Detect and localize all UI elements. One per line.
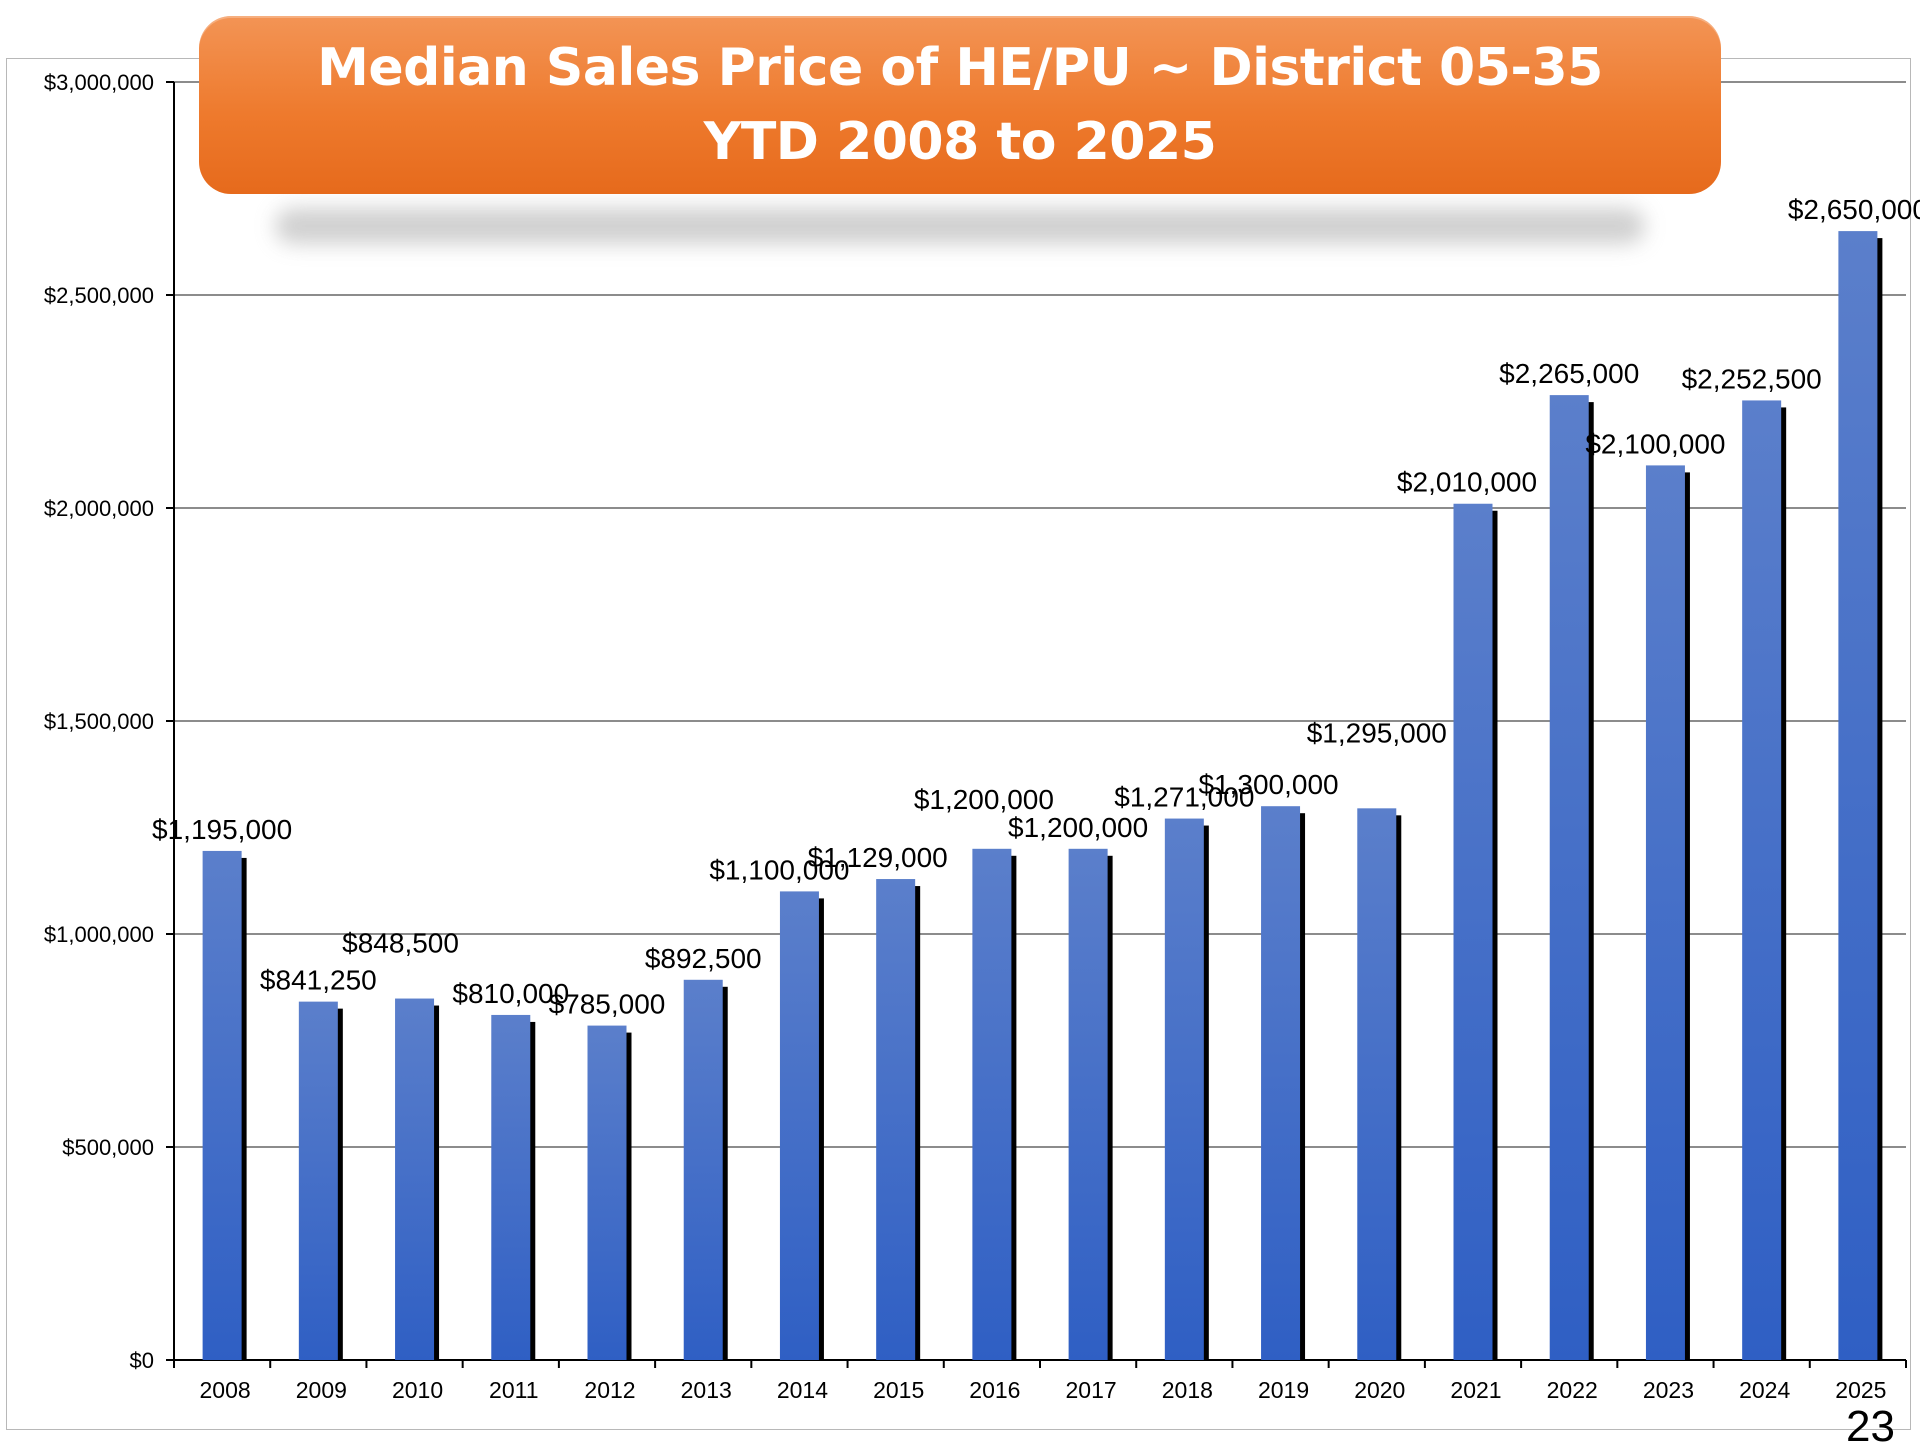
axes bbox=[166, 81, 1907, 1368]
y-tick-label: $1,500,000 bbox=[44, 709, 154, 734]
bar bbox=[1453, 503, 1493, 1360]
y-tick-label: $2,000,000 bbox=[44, 496, 154, 521]
bar bbox=[972, 848, 1012, 1360]
title-banner: Median Sales Price of HE/PU ~ District 0… bbox=[199, 16, 1721, 194]
data-label: $2,100,000 bbox=[1585, 428, 1725, 459]
bar bbox=[876, 879, 916, 1360]
x-tick-label: 2014 bbox=[777, 1377, 828, 1403]
tick-labels: $0 $500,000 $1,000,000 $1,500,000 $2,000,000… bbox=[44, 70, 1887, 1403]
data-label: $1,300,000 bbox=[1198, 769, 1338, 800]
data-label: $892,500 bbox=[645, 943, 762, 974]
bar bbox=[1645, 465, 1685, 1360]
bar bbox=[298, 1001, 338, 1360]
data-label: $1,195,000 bbox=[152, 814, 292, 845]
bar bbox=[1357, 808, 1397, 1360]
bar bbox=[202, 850, 242, 1360]
x-tick-label: 2017 bbox=[1066, 1377, 1117, 1403]
data-label: $1,200,000 bbox=[914, 784, 1054, 815]
y-tick-label: $1,000,000 bbox=[44, 922, 154, 947]
title-shadow bbox=[275, 208, 1645, 244]
x-tick-label: 2020 bbox=[1354, 1377, 1405, 1403]
x-tick-label: 2022 bbox=[1547, 1377, 1598, 1403]
data-label: $810,000 bbox=[452, 978, 569, 1009]
y-tick-label: $0 bbox=[130, 1348, 154, 1373]
y-tick-label: $3,000,000 bbox=[44, 70, 154, 95]
bar bbox=[779, 891, 819, 1360]
x-tick-label: 2025 bbox=[1835, 1377, 1886, 1403]
bar bbox=[1261, 806, 1301, 1360]
y-tick-label: $2,500,000 bbox=[44, 283, 154, 308]
x-tick-label: 2024 bbox=[1739, 1377, 1790, 1403]
data-label: $841,250 bbox=[260, 965, 377, 996]
x-tick-label: 2019 bbox=[1258, 1377, 1309, 1403]
x-tick-label: 2008 bbox=[200, 1377, 251, 1403]
data-label: $2,650,000 bbox=[1788, 194, 1920, 225]
chart-title: Median Sales Price of HE/PU ~ District 0… bbox=[317, 38, 1603, 98]
data-label: $1,271,000 bbox=[1114, 782, 1254, 813]
y-tick-label: $500,000 bbox=[62, 1135, 154, 1160]
data-label: $848,500 bbox=[342, 928, 459, 959]
bars bbox=[202, 231, 1883, 1361]
data-label: $1,295,000 bbox=[1307, 717, 1447, 748]
data-label: $785,000 bbox=[549, 989, 666, 1020]
data-label: $1,100,000 bbox=[709, 854, 849, 885]
data-label: $1,200,000 bbox=[1008, 812, 1148, 843]
bar bbox=[1164, 818, 1204, 1360]
page-number: 23 bbox=[1846, 1402, 1895, 1451]
x-tick-label: 2012 bbox=[584, 1377, 635, 1403]
x-tick-label: 2010 bbox=[392, 1377, 443, 1403]
data-label: $2,252,500 bbox=[1682, 363, 1822, 394]
bar bbox=[683, 979, 723, 1360]
bar bbox=[587, 1025, 627, 1360]
x-tick-label: 2013 bbox=[681, 1377, 732, 1403]
bar bbox=[491, 1014, 531, 1360]
x-tick-label: 2009 bbox=[296, 1377, 347, 1403]
bar bbox=[395, 998, 435, 1360]
bar bbox=[1549, 395, 1589, 1360]
data-label: $2,010,000 bbox=[1397, 467, 1537, 498]
x-tick-label: 2023 bbox=[1643, 1377, 1694, 1403]
x-tick-label: 2018 bbox=[1162, 1377, 1213, 1403]
bar bbox=[1068, 848, 1108, 1360]
data-labels: $1,195,000 $841,250 $848,500 $810,000$785,0… bbox=[152, 194, 1920, 1019]
x-tick-label: 2016 bbox=[969, 1377, 1020, 1403]
data-label: $1,129,000 bbox=[808, 842, 948, 873]
x-tick-label: 2015 bbox=[873, 1377, 924, 1403]
data-label: $2,265,000 bbox=[1499, 358, 1639, 389]
chart-subtitle: YTD 2008 to 2025 bbox=[703, 112, 1217, 172]
x-tick-label: 2021 bbox=[1450, 1377, 1501, 1403]
bar bbox=[1838, 231, 1878, 1361]
x-tick-label: 2011 bbox=[489, 1377, 538, 1403]
bar bbox=[1742, 400, 1782, 1360]
